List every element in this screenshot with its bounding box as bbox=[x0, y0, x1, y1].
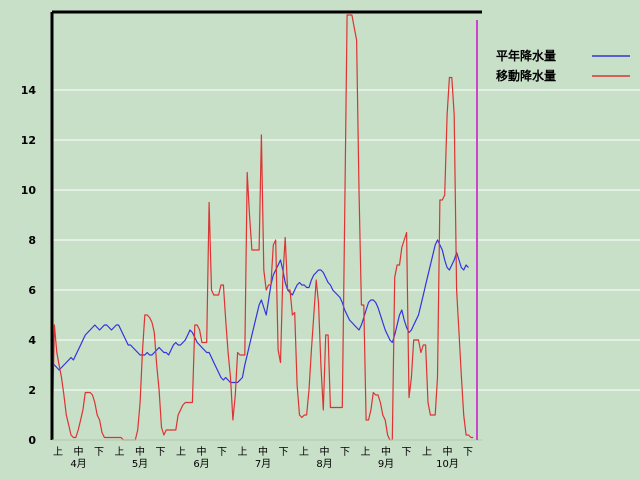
x-sub-label: 上 bbox=[115, 446, 125, 458]
x-sub-label: 上 bbox=[422, 446, 432, 458]
y-tick-label: 10 bbox=[21, 184, 37, 197]
axes bbox=[50, 10, 482, 441]
x-month-label: 8月 bbox=[316, 458, 332, 470]
y-tick-label: 12 bbox=[21, 134, 36, 147]
legend-label-0: 平年降水量 bbox=[496, 48, 556, 63]
x-sub-label: 中 bbox=[381, 445, 391, 458]
x-sub-label: 中 bbox=[320, 445, 330, 458]
series-line-0 bbox=[51, 239, 469, 384]
x-sub-label: 中 bbox=[197, 445, 207, 458]
x-month-label: 5月 bbox=[132, 458, 148, 470]
x-month-label: 7月 bbox=[255, 458, 271, 470]
x-sub-label: 下 bbox=[217, 447, 227, 458]
x-month-label: 4月 bbox=[70, 458, 86, 470]
x-sub-label: 上 bbox=[299, 446, 309, 458]
x-sub-label: 下 bbox=[279, 447, 289, 458]
x-sub-label: 下 bbox=[463, 447, 473, 458]
y-tick-label: 2 bbox=[28, 384, 36, 397]
x-sub-label: 上 bbox=[361, 446, 371, 458]
x-sub-label: 下 bbox=[402, 447, 412, 458]
x-sub-label: 中 bbox=[443, 445, 453, 458]
legend-label-1: 移動降水量 bbox=[496, 68, 556, 83]
x-sub-label: 中 bbox=[258, 445, 268, 458]
y-tick-label: 14 bbox=[21, 84, 37, 97]
y-tick-label: 4 bbox=[28, 334, 36, 347]
y-tick-label: 6 bbox=[28, 284, 36, 297]
x-month-label: 6月 bbox=[193, 458, 209, 470]
series-line-1 bbox=[51, 14, 474, 441]
y-axis-ticks: 0 2 4 6 8 10 12 14 bbox=[21, 84, 37, 447]
x-sub-label: 上 bbox=[176, 446, 186, 458]
x-sub-label: 上 bbox=[238, 446, 248, 458]
x-sub-label: 下 bbox=[340, 447, 350, 458]
y-tick-label: 0 bbox=[28, 434, 36, 447]
x-sub-label: 上 bbox=[53, 446, 63, 458]
x-axis-ticks: 上中下上中下上中下上中下上中下上中下上中下4月 5月 6月 7月 8月 9月 10月 bbox=[53, 445, 473, 470]
x-month-label: 9月 bbox=[378, 458, 394, 470]
series-lines bbox=[51, 14, 474, 441]
x-sub-label: 中 bbox=[135, 445, 145, 458]
x-sub-label: 中 bbox=[74, 445, 84, 458]
x-month-label: 10月 bbox=[436, 458, 459, 470]
x-sub-label: 下 bbox=[156, 447, 166, 458]
y-tick-label: 8 bbox=[28, 234, 36, 247]
x-sub-label: 下 bbox=[94, 447, 104, 458]
